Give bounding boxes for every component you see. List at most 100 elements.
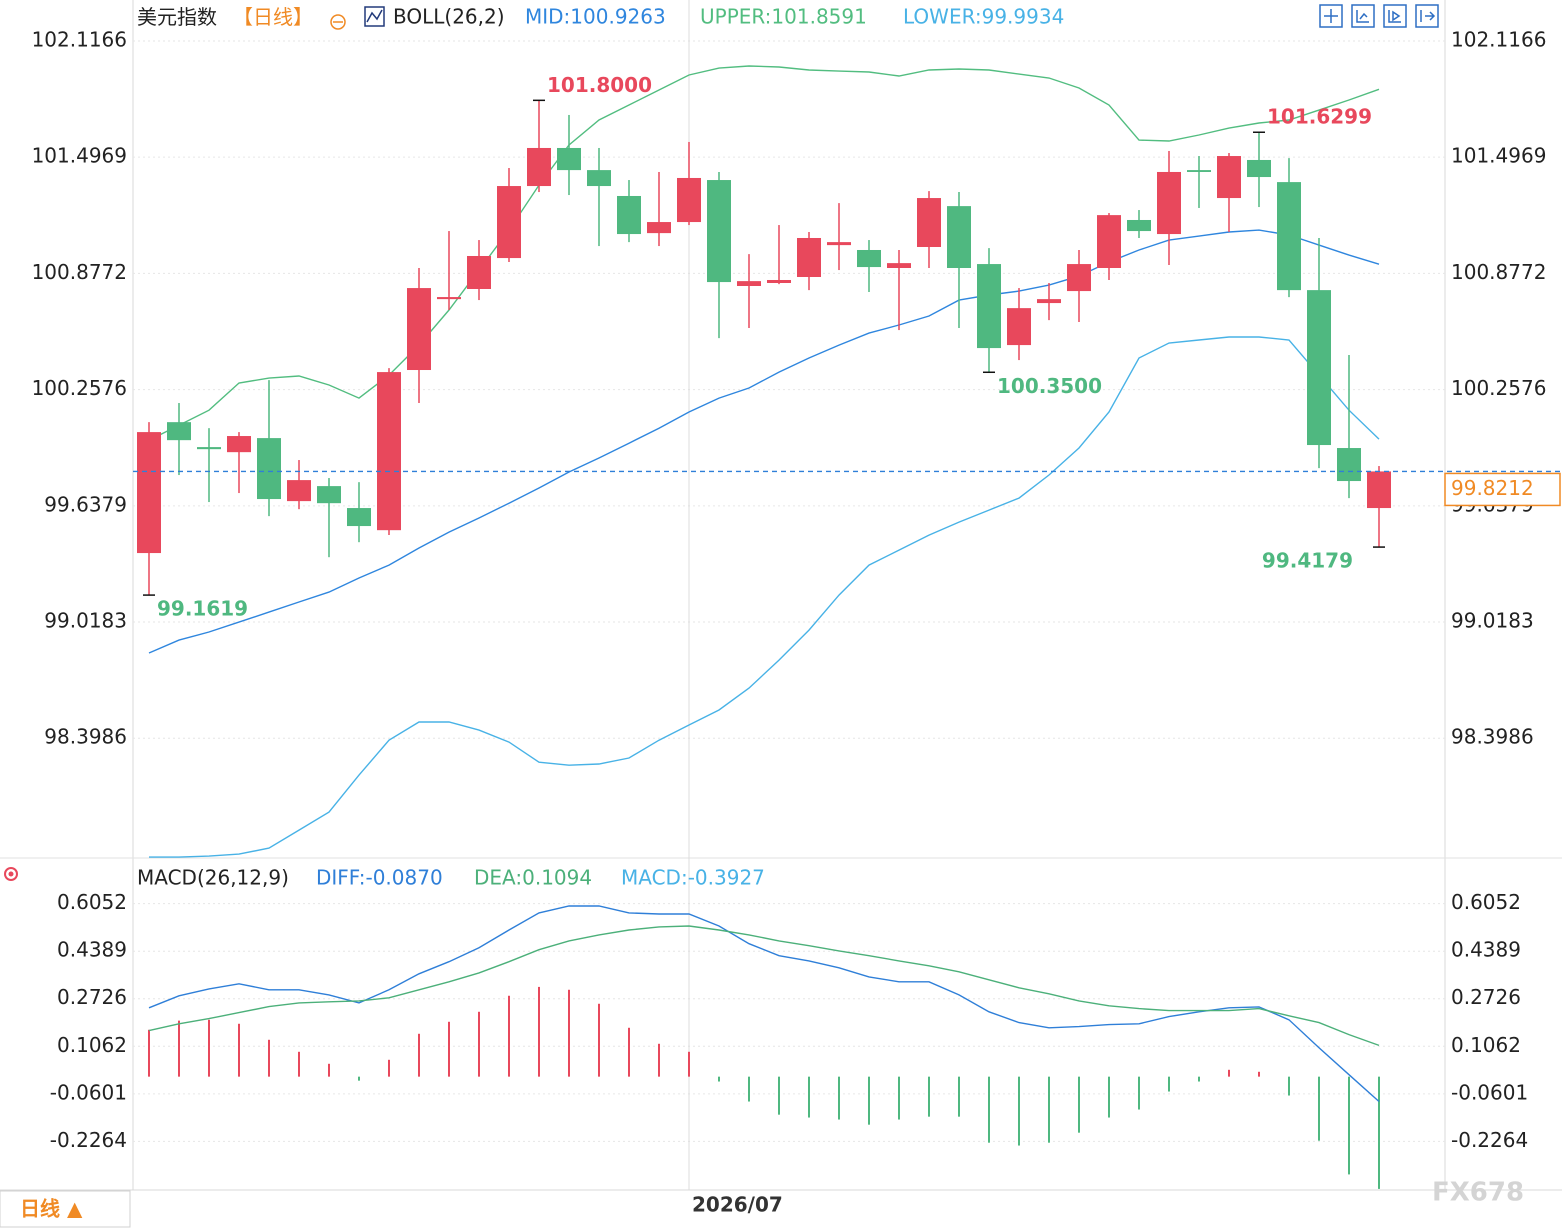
y-tick-label-right: 100.8772 bbox=[1451, 260, 1546, 284]
y-tick-label: 100.2576 bbox=[32, 376, 127, 400]
candle-body bbox=[1157, 171, 1181, 235]
toggle-icon[interactable] bbox=[330, 14, 346, 30]
candle-body bbox=[257, 438, 281, 500]
candle-body bbox=[1367, 471, 1391, 509]
legend-upper: UPPER:101.8591 bbox=[700, 5, 867, 29]
candle-body bbox=[677, 177, 701, 223]
high-label: 101.8000 bbox=[547, 73, 652, 97]
y-tick-label: 98.3986 bbox=[44, 725, 127, 749]
y-tick-label-right: 0.2726 bbox=[1451, 985, 1521, 1009]
candle-body bbox=[1337, 448, 1361, 482]
candle-body bbox=[347, 508, 371, 527]
candle-body bbox=[1037, 299, 1061, 304]
candle-body bbox=[587, 170, 611, 187]
indicator-line bbox=[148, 65, 1380, 441]
y-tick-label: 0.1062 bbox=[57, 1033, 127, 1057]
y-tick-label-right: 0.1062 bbox=[1451, 1033, 1521, 1057]
y-tick-label: 99.0183 bbox=[44, 609, 127, 633]
candle-body bbox=[707, 180, 731, 283]
candle-body bbox=[437, 297, 461, 300]
candle-body bbox=[1097, 215, 1121, 268]
y-tick-label: 0.2726 bbox=[57, 985, 127, 1009]
candle-body bbox=[797, 237, 821, 277]
y-tick-label-right: 100.2576 bbox=[1451, 376, 1546, 400]
indicator-icon-line bbox=[366, 9, 383, 23]
last-price-box bbox=[1444, 472, 1561, 507]
last-price-label: 99.8212 bbox=[1451, 476, 1534, 500]
legend-mid: MID:100.9263 bbox=[525, 5, 666, 29]
plot-layer bbox=[133, 0, 1445, 1190]
candle-body bbox=[617, 195, 641, 235]
candle-body bbox=[1307, 290, 1331, 446]
candle-body bbox=[137, 432, 161, 554]
low-label: 99.4179 bbox=[1262, 549, 1353, 573]
candle-body bbox=[887, 263, 911, 268]
indicator-line bbox=[148, 229, 1380, 654]
candle-body bbox=[497, 186, 521, 259]
indicator-line bbox=[148, 925, 1380, 1047]
candle-body bbox=[557, 147, 581, 171]
y-tick-label: 0.6052 bbox=[57, 890, 127, 914]
tool-glyph bbox=[1420, 10, 1436, 22]
legend-dea: DEA:0.1094 bbox=[474, 866, 592, 890]
macd-icon-dot bbox=[8, 871, 14, 877]
period-button[interactable] bbox=[0, 1190, 131, 1228]
candle-body bbox=[407, 288, 431, 371]
y-tick-label: -0.0601 bbox=[50, 1080, 127, 1104]
candle-body bbox=[1247, 159, 1271, 178]
candle-body bbox=[227, 436, 251, 453]
legend-lower: LOWER:99.9934 bbox=[903, 5, 1064, 29]
indicator-name: BOLL(26,2) bbox=[393, 5, 505, 29]
y-tick-label-right: 99.0183 bbox=[1451, 609, 1534, 633]
candle-body bbox=[917, 198, 941, 247]
y-tick-label-right: -0.2264 bbox=[1451, 1128, 1528, 1152]
header: 美元指数 【日线】 bbox=[137, 5, 313, 29]
tool-glyph bbox=[1324, 9, 1338, 23]
instrument-title: 美元指数 bbox=[137, 5, 217, 29]
tool-glyph bbox=[1388, 10, 1401, 23]
candle-body bbox=[767, 279, 791, 283]
legend-diff: DIFF:-0.0870 bbox=[316, 866, 443, 890]
y-tick-label-right: -0.0601 bbox=[1451, 1080, 1528, 1104]
candle-body bbox=[467, 255, 491, 290]
candle-body bbox=[197, 447, 221, 450]
tool-glyph bbox=[1356, 10, 1369, 23]
watermark: FX678 bbox=[1432, 1178, 1524, 1208]
y-tick-label-right: 101.4969 bbox=[1451, 144, 1546, 168]
indicator-icon[interactable] bbox=[364, 6, 385, 27]
high-label: 101.6299 bbox=[1267, 105, 1372, 129]
y-tick-label: 102.1166 bbox=[32, 27, 127, 51]
macd-icon[interactable] bbox=[4, 867, 18, 881]
y-tick-label-right: 98.3986 bbox=[1451, 725, 1534, 749]
y-tick-label: 100.8772 bbox=[32, 260, 127, 284]
low-label: 99.1619 bbox=[157, 597, 248, 621]
candle-body bbox=[827, 242, 851, 246]
x-tick-label: 2026/07 bbox=[692, 1193, 783, 1217]
toolbar bbox=[1319, 4, 1439, 28]
y-tick-label: 101.4969 bbox=[32, 144, 127, 168]
y-tick-label: -0.2264 bbox=[50, 1128, 127, 1152]
candle-body bbox=[1187, 170, 1211, 172]
candle-body bbox=[977, 264, 1001, 349]
candle-body bbox=[317, 486, 341, 504]
tool-button[interactable] bbox=[1383, 4, 1407, 28]
tool-button[interactable] bbox=[1319, 4, 1343, 28]
candle-body bbox=[1277, 182, 1301, 291]
candle-body bbox=[1127, 219, 1151, 232]
macd-title: MACD(26,12,9) bbox=[137, 866, 289, 890]
indicator-line bbox=[149, 336, 1380, 858]
period-label[interactable]: 【日线】 bbox=[233, 5, 313, 29]
y-tick-label: 99.6379 bbox=[44, 492, 127, 516]
tool-button[interactable] bbox=[1351, 4, 1375, 28]
candle-body bbox=[1067, 264, 1091, 292]
y-tick-label-right: 102.1166 bbox=[1451, 27, 1546, 51]
candle-body bbox=[377, 372, 401, 531]
legend-macd: MACD:-0.3927 bbox=[621, 866, 765, 890]
tool-button[interactable] bbox=[1415, 4, 1439, 28]
candle-body bbox=[527, 147, 551, 187]
candle-body bbox=[737, 281, 761, 286]
y-tick-label-right: 0.4389 bbox=[1451, 938, 1521, 962]
candle-body bbox=[857, 249, 881, 268]
